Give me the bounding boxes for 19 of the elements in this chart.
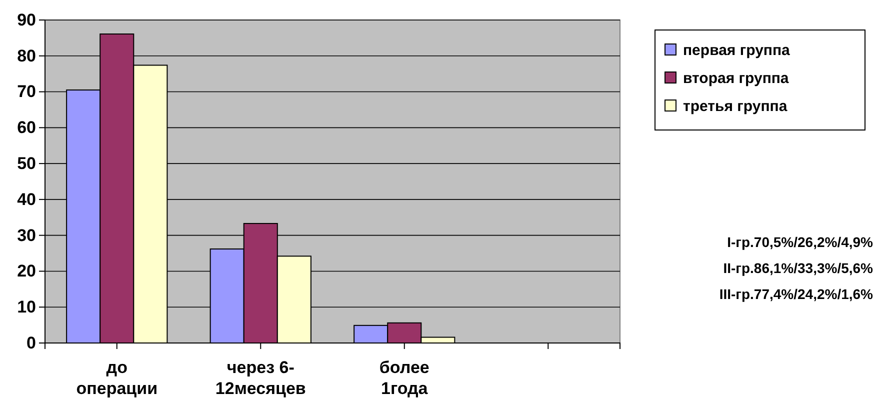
y-tick-label: 20	[17, 262, 36, 281]
y-tick-label: 10	[17, 298, 36, 317]
y-tick-label: 70	[17, 82, 36, 102]
legend-label: первая группа	[683, 42, 791, 59]
y-tick-label: 0	[26, 333, 36, 352]
x-tick-label: более 1года	[379, 358, 430, 398]
y-tick-label: 80	[17, 46, 36, 66]
y-tick-label: 90	[17, 10, 36, 30]
x-tick-label: до операции	[76, 358, 158, 398]
legend-label: вторая группа	[683, 70, 790, 87]
y-tick-label: 50	[17, 154, 36, 173]
text: III-гр.77,4%/24,2%/1,6%	[719, 286, 874, 302]
legend-label: третья группа	[683, 98, 788, 115]
x-tick-label: через 6-12месяцев	[215, 358, 306, 398]
y-tick-label: 60	[17, 118, 36, 138]
y-tick-label: 30	[17, 226, 36, 245]
y-tick-label: 40	[17, 190, 36, 209]
text: I-гр.70,5%/26,2%/4,9%	[727, 234, 874, 250]
text: II-гр.86,1%/33,3%/5,6%	[723, 260, 874, 276]
